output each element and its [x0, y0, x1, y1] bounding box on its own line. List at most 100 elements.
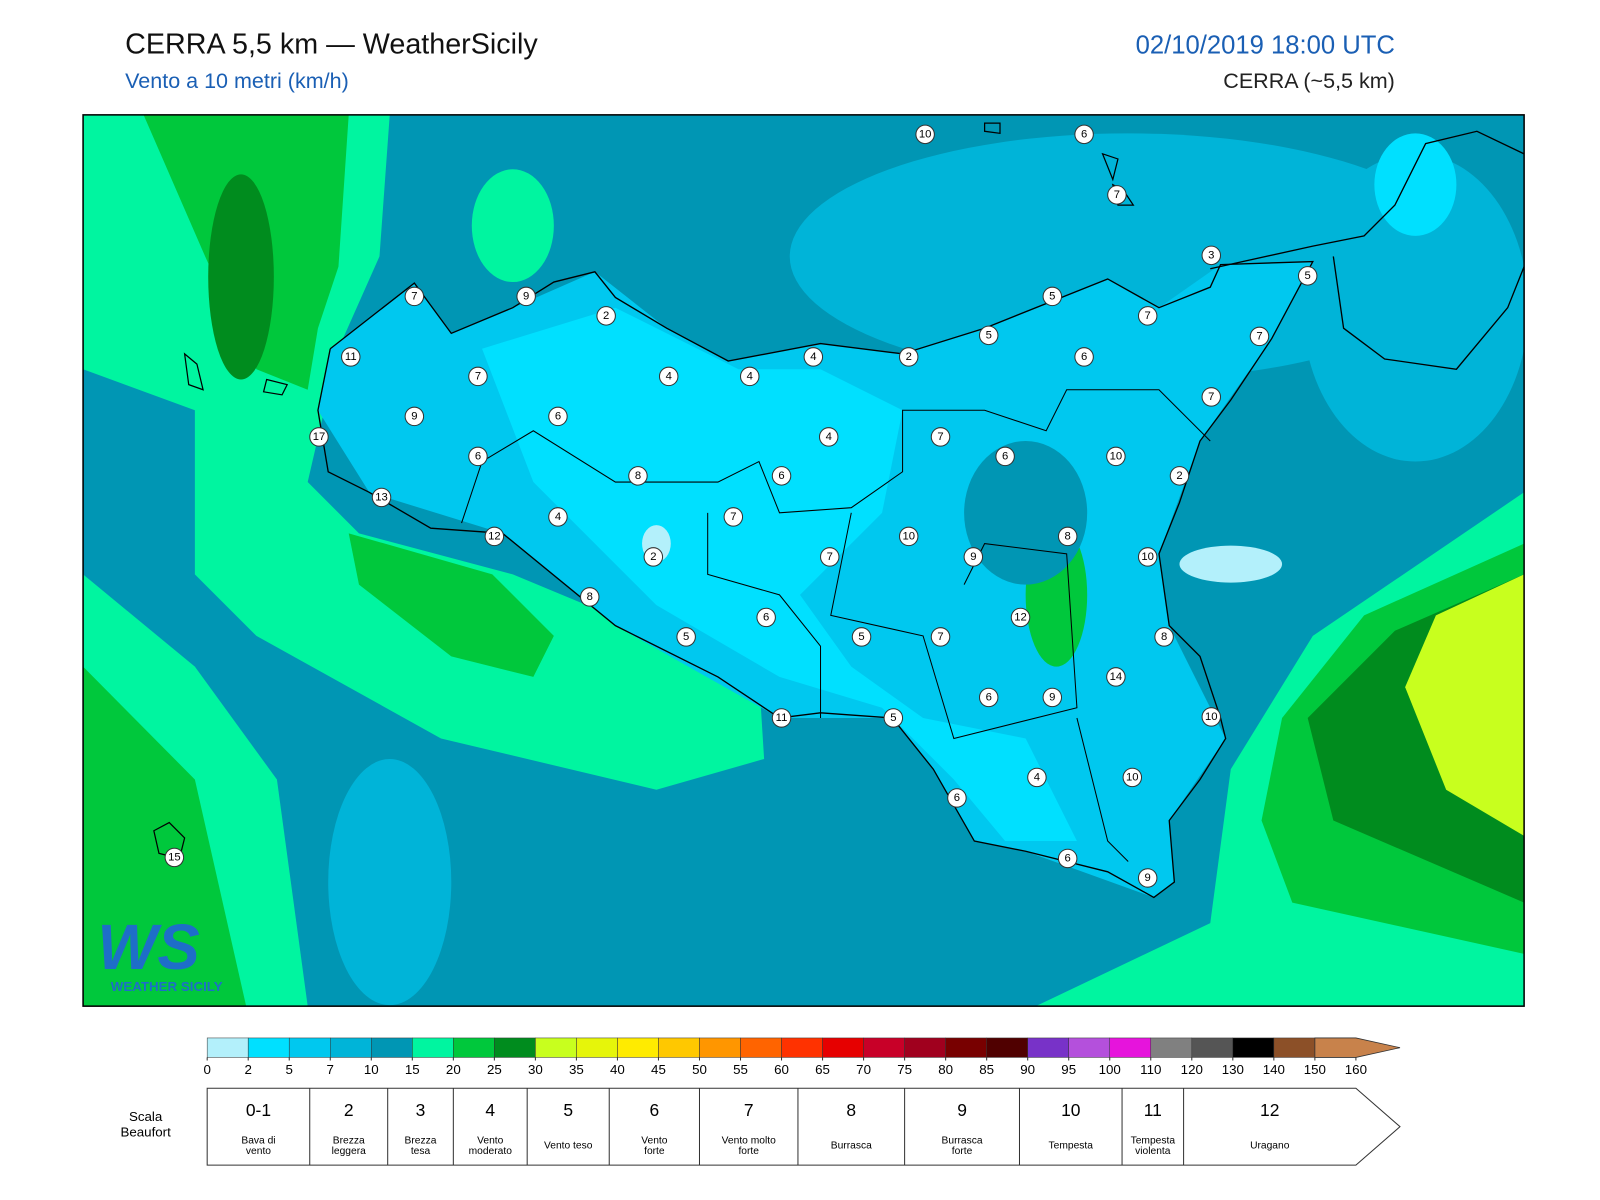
- station-value: 6: [555, 410, 561, 422]
- station-marker: [468, 366, 488, 387]
- station-value: 6: [1002, 450, 1008, 462]
- colorbar: 0 2 5 7 10 15 20 25 30 35 40 45 50 55 60 65 70 75 80 85 90 95…: [203, 1037, 1401, 1077]
- station-value: 6: [1081, 351, 1087, 363]
- station-marker: [1057, 526, 1078, 547]
- station-marker: [947, 788, 967, 808]
- beaufort-force: 5: [563, 1100, 573, 1120]
- station-value: 6: [1065, 852, 1071, 864]
- beaufort-name: Uragano: [1250, 1141, 1290, 1152]
- station-value: 5: [858, 631, 864, 643]
- station-marker: [596, 306, 616, 326]
- colorbar-swatch: [658, 1037, 700, 1058]
- colorbar-tick-label: 35: [569, 1062, 584, 1077]
- station-marker: [341, 347, 361, 367]
- station-marker: [658, 366, 679, 387]
- station-marker: [771, 466, 792, 486]
- colorbar-tick-label: 25: [487, 1062, 502, 1077]
- station-value: 8: [1065, 530, 1071, 542]
- station-marker: [898, 347, 919, 367]
- colorbar-tick-label: 110: [1140, 1062, 1161, 1077]
- colorbar-tick-label: 7: [327, 1062, 334, 1077]
- beaufort-name: violenta: [1135, 1146, 1171, 1157]
- beaufort-name: moderato: [469, 1146, 513, 1157]
- stations: 10 6 7 3 5 7 9 2 5 7 5 7 11 4 2 6 7 4 4 7 9 6 17 4 7 6 6 10 8 6 2 13 4 7 1…: [164, 124, 1318, 888]
- beaufort-force: 6: [650, 1100, 660, 1120]
- beaufort-name: Vento: [641, 1136, 668, 1147]
- station-value: 7: [411, 290, 417, 302]
- beaufort-title: Scala: [129, 1109, 163, 1124]
- datetime: 02/10/2019 18:00 UTC: [1136, 31, 1395, 59]
- station-value: 10: [1110, 450, 1123, 462]
- station-value: 8: [635, 470, 641, 482]
- station-value: 2: [650, 551, 656, 563]
- station-value: 11: [776, 712, 788, 724]
- station-marker: [548, 406, 568, 427]
- station-marker: [548, 507, 568, 527]
- map-field: [83, 114, 1525, 1007]
- station-value: 4: [826, 431, 832, 443]
- station-marker: [1042, 286, 1063, 307]
- beaufort-name: Vento: [477, 1136, 504, 1147]
- station-value: 13: [375, 491, 388, 503]
- station-marker: [818, 427, 839, 447]
- station-value: 4: [1034, 771, 1040, 783]
- colorbar-tick-label: 140: [1263, 1062, 1285, 1077]
- colorbar-swatch: [453, 1037, 495, 1058]
- station-marker: [1074, 347, 1094, 367]
- station-marker: [820, 547, 840, 567]
- colorbar-tick-label: 90: [1020, 1062, 1035, 1077]
- colorbar-swatch: [206, 1037, 249, 1058]
- colorbar-swatch: [863, 1037, 905, 1058]
- colorbar-tick-label: 15: [405, 1062, 420, 1077]
- station-value: 5: [986, 329, 992, 341]
- station-value: 10: [1205, 711, 1218, 723]
- colorbar-swatch: [1191, 1037, 1234, 1058]
- colorbar-tick-label: 50: [692, 1062, 707, 1077]
- colorbar-arrow: [1314, 1037, 1401, 1058]
- colorbar-swatch: [1027, 1037, 1069, 1058]
- station-marker: [1042, 687, 1063, 708]
- station-value: 10: [902, 530, 915, 542]
- station-value: 6: [954, 792, 960, 804]
- station-value: 12: [488, 530, 501, 542]
- beaufort-frame: [206, 1087, 1401, 1166]
- colorbar-tick-label: 95: [1061, 1062, 1076, 1077]
- station-marker: [1010, 607, 1031, 628]
- colorbar-swatch: [617, 1037, 659, 1058]
- station-marker: [771, 708, 792, 728]
- station-value: 4: [555, 511, 561, 523]
- station-marker: [1297, 266, 1318, 286]
- colorbar-tick-label: 75: [897, 1062, 912, 1077]
- station-marker: [995, 446, 1015, 467]
- beaufort-force: 4: [485, 1100, 495, 1120]
- station-marker: [978, 687, 999, 708]
- beaufort-force: 8: [846, 1100, 856, 1120]
- station-marker: [580, 587, 600, 607]
- station-value: 7: [827, 551, 833, 563]
- station-marker: [723, 507, 744, 527]
- station-marker: [803, 347, 824, 367]
- colorbar-swatch: [945, 1037, 987, 1058]
- station-value: 7: [1114, 189, 1120, 201]
- station-marker: [851, 627, 872, 647]
- station-value: 4: [810, 351, 816, 363]
- station-value: 6: [475, 450, 481, 462]
- station-marker: [740, 366, 760, 387]
- colorbar-tick-label: 10: [364, 1062, 379, 1077]
- station-marker: [1137, 306, 1158, 326]
- colorbar-swatch: [986, 1037, 1028, 1058]
- station-marker: [1106, 667, 1126, 687]
- beaufort-name: Tempesta: [1049, 1141, 1094, 1152]
- colorbar-swatch: [1150, 1037, 1193, 1058]
- beaufort-force: 12: [1260, 1100, 1279, 1120]
- station-marker: [1122, 767, 1143, 788]
- station-marker: [1057, 848, 1078, 869]
- station-marker: [930, 427, 951, 447]
- model: CERRA (~5,5 km): [1223, 69, 1395, 93]
- station-value: 12: [1014, 611, 1027, 623]
- station-value: 6: [763, 611, 769, 623]
- colorbar-swatch: [1232, 1037, 1275, 1058]
- beaufort-force: 0-1: [246, 1100, 271, 1120]
- station-marker: [963, 547, 984, 567]
